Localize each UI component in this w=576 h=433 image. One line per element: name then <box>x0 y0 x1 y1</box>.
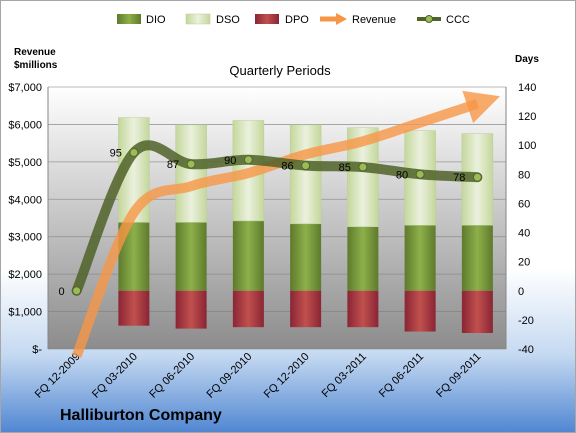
ccc-data-label: 87 <box>167 159 179 171</box>
legend-marker-ccc <box>425 15 433 23</box>
ccc-data-label: 0 <box>59 286 65 298</box>
bar-dio <box>175 222 207 291</box>
revenue-series <box>71 90 500 358</box>
bar-dpo <box>461 290 493 333</box>
legend-label-revenue: Revenue <box>352 14 396 26</box>
bars <box>118 117 494 333</box>
right-tick-label: 100 <box>518 140 536 152</box>
ccc-point <box>358 162 368 172</box>
ccc-point <box>129 148 139 157</box>
legend-label-ccc: CCC <box>446 14 470 26</box>
legend-swatch-dso <box>185 13 211 25</box>
legend-swatch-dpo <box>255 14 279 24</box>
legend-arrow-revenue <box>336 13 347 25</box>
right-tick-label: 0 <box>518 286 524 298</box>
ccc-data-label: 95 <box>110 148 122 160</box>
chart-title: Quarterly Periods <box>229 63 331 78</box>
company-name: Halliburton Company <box>60 407 222 424</box>
legend-label-dio: DIO <box>146 14 166 26</box>
ccc-point <box>301 161 311 171</box>
left-axis-title-line2: $millions <box>14 60 58 71</box>
bar-dpo <box>175 290 207 329</box>
plot-area <box>48 87 506 349</box>
bar-dio <box>290 223 322 291</box>
bar-dpo <box>118 290 150 326</box>
right-tick-label: 80 <box>518 169 530 181</box>
ccc-point <box>415 169 425 179</box>
right-tick-label: 40 <box>518 228 530 240</box>
right-tick-label: 60 <box>518 198 530 210</box>
ccc-point <box>472 172 482 182</box>
ccc-series <box>71 140 483 296</box>
bar-dpo <box>404 290 436 332</box>
bar-dpo <box>232 290 264 328</box>
right-tick-label: -20 <box>518 315 534 327</box>
legend-label-dso: DSO <box>216 14 240 26</box>
bar-dio <box>461 225 493 291</box>
right-tick-label: 20 <box>518 257 530 269</box>
left-tick-label: $4,000 <box>8 194 42 206</box>
ccc-data-labels: 0 95 87 90 86 85 80 78 <box>59 148 466 298</box>
legend-label-dpo: DPO <box>285 14 309 26</box>
right-axis-ticks: -40 -20 0 20 40 60 80 100 120 140 <box>518 82 536 356</box>
legend-swatch-dio <box>117 14 141 24</box>
bar-dio <box>232 220 264 291</box>
left-axis-title-line1: Revenue <box>14 47 56 58</box>
left-tick-label: $2,000 <box>8 269 42 281</box>
left-tick-label: $5,000 <box>8 157 42 169</box>
bar-dpo <box>290 290 322 328</box>
left-tick-label: $1,000 <box>8 307 42 319</box>
left-tick-label: $7,000 <box>8 82 42 94</box>
right-axis-title: Days <box>515 54 539 65</box>
ccc-point <box>243 155 253 165</box>
bar-dio <box>347 226 379 291</box>
bar-dio <box>404 225 436 291</box>
bar-dso <box>175 124 207 223</box>
ccc-data-label: 85 <box>339 162 351 174</box>
right-tick-label: 120 <box>518 111 536 123</box>
ccc-point <box>186 159 196 169</box>
left-axis-ticks: $- $1,000 $2,000 $3,000 $4,000 $5,000 $6,000 $7… <box>8 82 42 356</box>
legend: DIO DSO DPO Revenue CCC <box>117 13 470 26</box>
revenue-line <box>71 90 500 358</box>
ccc-data-label: 78 <box>453 172 465 184</box>
ccc-data-label: 80 <box>396 169 408 181</box>
right-tick-label: -40 <box>518 344 534 356</box>
ccc-data-label: 90 <box>224 155 236 167</box>
right-tick-label: 140 <box>518 82 536 94</box>
ccc-data-label: 86 <box>281 161 293 173</box>
left-tick-label: $- <box>32 344 42 356</box>
left-tick-label: $3,000 <box>8 232 42 244</box>
bar-dso <box>289 124 322 225</box>
ccc-point <box>72 286 82 296</box>
bar-dpo <box>347 290 379 328</box>
left-tick-label: $6,000 <box>8 119 42 131</box>
